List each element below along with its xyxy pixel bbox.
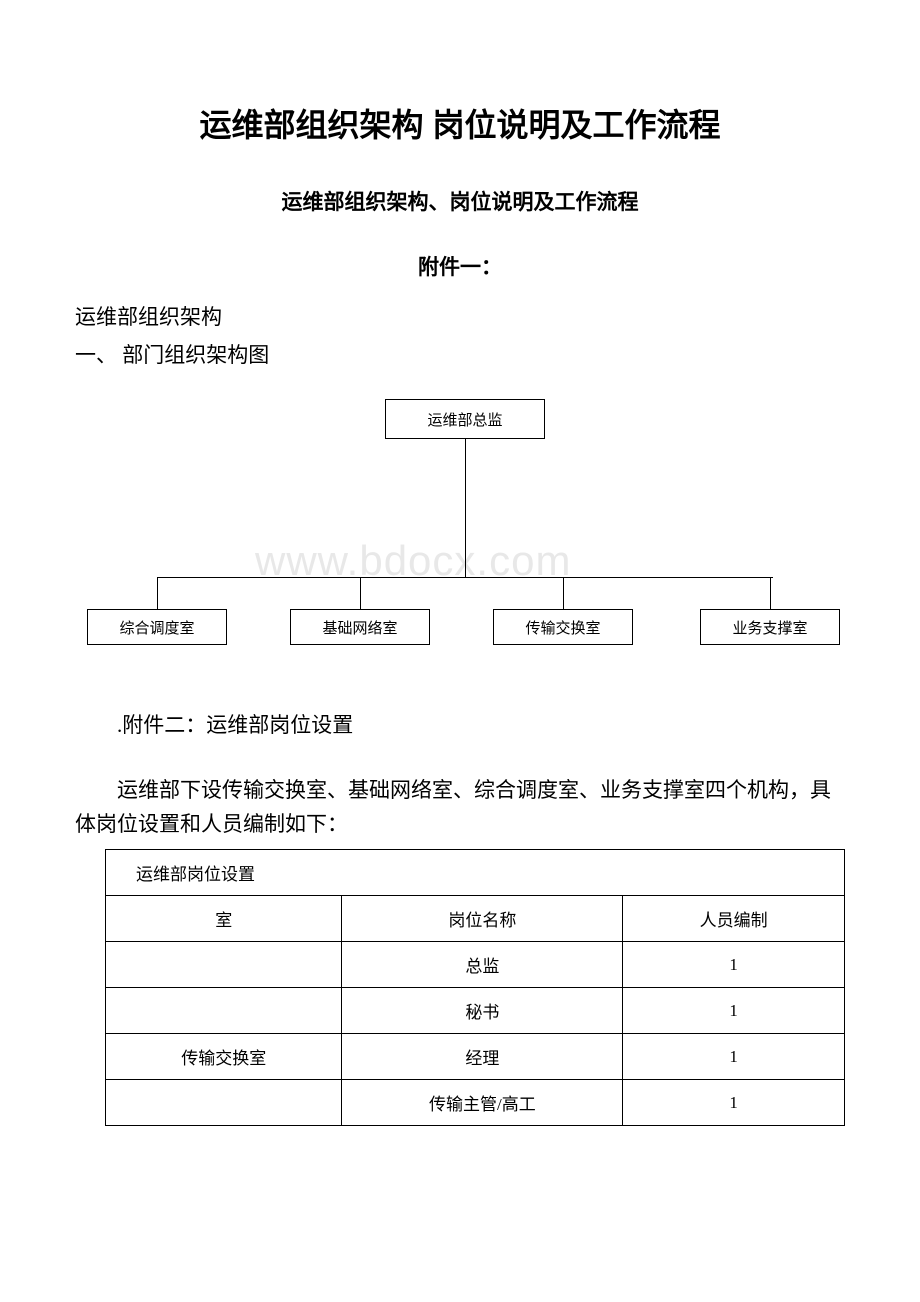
table-row: 传输主管/高工 1 bbox=[106, 1080, 845, 1126]
table-cell bbox=[106, 988, 342, 1034]
org-child-node-1: 基础网络室 bbox=[290, 609, 430, 645]
body-paragraph: 运维部下设传输交换室、基础网络室、综合调度室、业务支撑室四个机构，具体岗位设置和… bbox=[75, 774, 845, 841]
table-header-2: 人员编制 bbox=[623, 896, 845, 942]
table-row: 总监 1 bbox=[106, 942, 845, 988]
section1-text: 运维部组织架构 bbox=[75, 301, 845, 331]
table-row: 秘书 1 bbox=[106, 988, 845, 1034]
org-chart-container: www.bdocx.com 运维部总监 综合调度室 基础网络室 传输交换室 业务… bbox=[75, 399, 845, 669]
org-root-node: 运维部总监 bbox=[385, 399, 545, 439]
main-title: 运维部组织架构 岗位说明及工作流程 bbox=[75, 100, 845, 146]
body-paragraph-wrapper: 运维部下设传输交换室、基础网络室、综合调度室、业务支撑室四个机构，具体岗位设置和… bbox=[75, 774, 845, 841]
table-cell: 1 bbox=[623, 1034, 845, 1080]
table-row: 传输交换室 经理 1 bbox=[106, 1034, 845, 1080]
org-line-v-3 bbox=[770, 577, 771, 609]
org-child-node-3: 业务支撑室 bbox=[700, 609, 840, 645]
table-cell: 1 bbox=[623, 988, 845, 1034]
table-cell: 经理 bbox=[342, 1034, 623, 1080]
attachment2-label: .附件二：运维部岗位设置 bbox=[75, 709, 845, 739]
table-title-row: 运维部岗位设置 bbox=[106, 850, 845, 896]
subtitle: 运维部组织架构、岗位说明及工作流程 bbox=[75, 186, 845, 216]
org-child-node-0: 综合调度室 bbox=[87, 609, 227, 645]
table-cell: 1 bbox=[623, 942, 845, 988]
table-cell: 传输主管/高工 bbox=[342, 1080, 623, 1126]
table-header-row: 室 岗位名称 人员编制 bbox=[106, 896, 845, 942]
org-line-v-0 bbox=[157, 577, 158, 609]
table-cell: 1 bbox=[623, 1080, 845, 1126]
table-cell: 传输交换室 bbox=[106, 1034, 342, 1080]
org-line-v-2 bbox=[563, 577, 564, 609]
attachment1-label: 附件一： bbox=[75, 251, 845, 281]
table-cell: 总监 bbox=[342, 942, 623, 988]
org-line-horizontal bbox=[157, 577, 773, 578]
org-line-vertical-main bbox=[465, 439, 466, 577]
table-cell: 秘书 bbox=[342, 988, 623, 1034]
table-header-0: 室 bbox=[106, 896, 342, 942]
table-title-cell: 运维部岗位设置 bbox=[106, 850, 845, 896]
table-cell bbox=[106, 1080, 342, 1126]
table-cell bbox=[106, 942, 342, 988]
org-line-v-1 bbox=[360, 577, 361, 609]
section1-heading: 一、 部门组织架构图 bbox=[75, 339, 845, 369]
table-header-1: 岗位名称 bbox=[342, 896, 623, 942]
position-table: 运维部岗位设置 室 岗位名称 人员编制 总监 1 秘书 1 传输交换室 经理 1… bbox=[105, 849, 845, 1126]
org-child-node-2: 传输交换室 bbox=[493, 609, 633, 645]
